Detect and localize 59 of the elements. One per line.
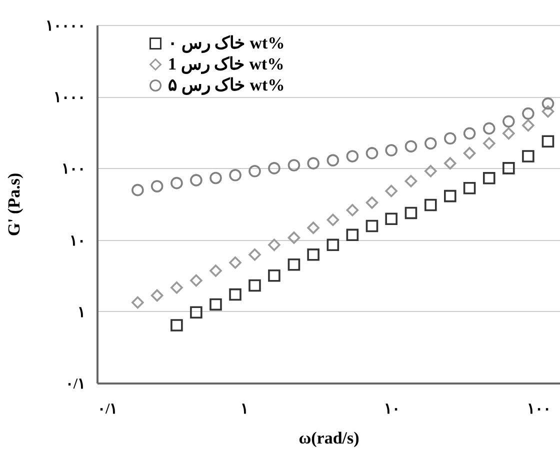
point	[522, 119, 534, 132]
legend-label: خاک رس ۰ wt%	[168, 34, 285, 54]
x-tick-label: ۱۰۰	[526, 402, 551, 418]
point	[542, 97, 554, 110]
point	[444, 157, 456, 170]
point	[326, 154, 340, 166]
point	[424, 164, 437, 178]
point	[190, 174, 202, 186]
point	[502, 115, 515, 128]
y-axis-title: G' (Pa.s)	[4, 172, 24, 236]
point	[385, 144, 398, 156]
point	[326, 214, 340, 226]
point	[346, 204, 359, 216]
point	[346, 150, 359, 162]
legend-label: خاک رس ۵ wt%	[168, 76, 285, 96]
point	[366, 147, 378, 160]
point	[522, 107, 534, 120]
point	[132, 184, 144, 196]
y-tick-label: ۱۰	[70, 233, 86, 250]
point	[190, 274, 202, 287]
legend-label: خاک رس 1 wt%	[168, 54, 284, 74]
point	[288, 232, 300, 244]
point	[229, 256, 242, 269]
x-tick-label: ۱۰	[384, 402, 400, 418]
point	[170, 281, 183, 294]
x-tick-label: ۱	[240, 402, 249, 418]
point	[132, 296, 144, 309]
point	[210, 264, 222, 277]
point	[502, 127, 515, 140]
point	[210, 172, 222, 184]
point	[268, 238, 280, 251]
point	[366, 196, 378, 209]
y-tick-label: ۱۰۰	[62, 162, 86, 178]
point	[307, 222, 320, 234]
point	[463, 147, 476, 160]
point	[483, 122, 496, 135]
point	[248, 165, 261, 178]
point	[424, 137, 437, 150]
point	[248, 248, 261, 261]
point	[150, 289, 164, 302]
point	[542, 105, 554, 118]
point	[229, 169, 242, 182]
y-tick-label: ۱۰۰۰	[54, 90, 86, 106]
point	[444, 132, 456, 144]
y-tick-label: ۱۰۰۰۰	[46, 18, 86, 34]
point	[404, 174, 418, 188]
point	[385, 184, 398, 198]
point	[307, 157, 320, 170]
point	[288, 159, 300, 172]
point	[268, 162, 280, 174]
y-tick-label: ۱	[78, 304, 86, 321]
point	[483, 137, 496, 150]
x-tick-label: ۰/۱	[98, 402, 118, 418]
point	[170, 176, 183, 190]
point	[404, 140, 418, 152]
point	[150, 180, 164, 192]
y-tick-label: ۰/۱	[65, 376, 86, 392]
x-axis-title: ω(rad/s)	[298, 428, 360, 448]
point	[463, 127, 476, 140]
